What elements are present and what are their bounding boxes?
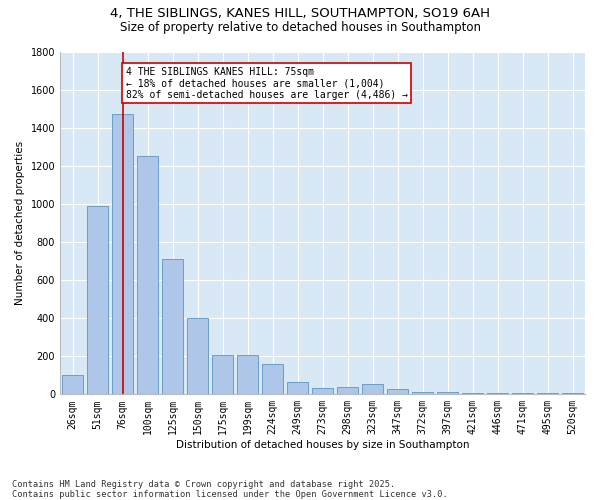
Bar (87, 206, 108, 394)
Text: Size of property relative to detached houses in Southampton: Size of property relative to detached ho… (119, 22, 481, 35)
Bar (312, 388, 333, 394)
Text: Contains HM Land Registry data © Crown copyright and database right 2025.
Contai: Contains HM Land Registry data © Crown c… (12, 480, 448, 499)
Bar (137, 156, 158, 394)
Bar (237, 356, 258, 395)
Bar (387, 388, 408, 394)
Bar (362, 384, 383, 394)
Bar (187, 318, 208, 394)
Bar (112, 114, 133, 394)
Bar (212, 356, 233, 395)
Bar (162, 259, 183, 394)
Text: 4, THE SIBLINGS, KANES HILL, SOUTHAMPTON, SO19 6AH: 4, THE SIBLINGS, KANES HILL, SOUTHAMPTON… (110, 8, 490, 20)
Bar (62, 376, 83, 394)
Bar (287, 382, 308, 394)
Bar (262, 364, 283, 394)
Y-axis label: Number of detached properties: Number of detached properties (15, 141, 25, 305)
Bar (337, 386, 358, 394)
Bar (412, 392, 433, 394)
Text: 4 THE SIBLINGS KANES HILL: 75sqm
← 18% of detached houses are smaller (1,004)
82: 4 THE SIBLINGS KANES HILL: 75sqm ← 18% o… (125, 66, 407, 100)
Bar (437, 392, 458, 394)
X-axis label: Distribution of detached houses by size in Southampton: Distribution of detached houses by size … (176, 440, 469, 450)
